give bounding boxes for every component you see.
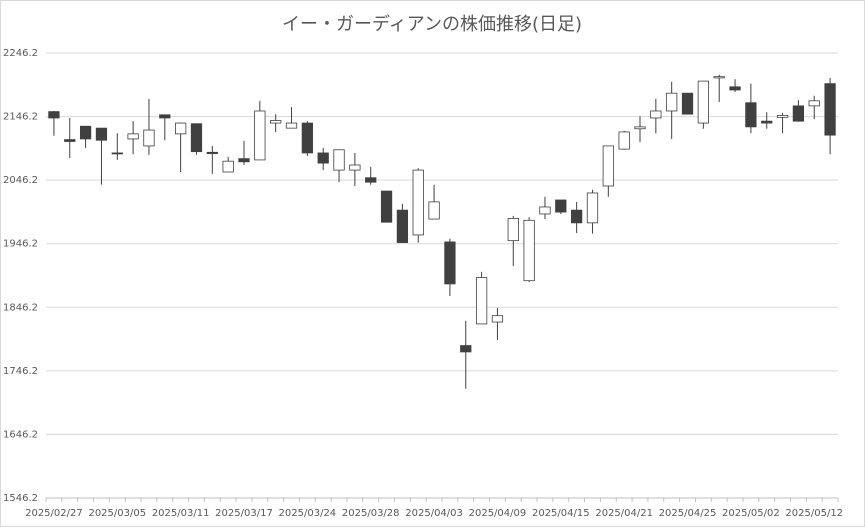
x-tick-label: 2025/04/03 xyxy=(405,508,463,519)
candle-body xyxy=(650,110,662,119)
x-tick-label: 2025/03/05 xyxy=(88,508,146,519)
candle-body xyxy=(365,177,377,183)
candle-body xyxy=(159,114,171,119)
candle-body xyxy=(729,86,741,91)
candle-body xyxy=(666,92,678,112)
candle-body xyxy=(745,102,757,128)
x-tick-label: 2025/04/09 xyxy=(469,508,527,519)
candle-body xyxy=(175,122,187,135)
candle-body xyxy=(776,115,789,118)
y-tick-label: 2146.2 xyxy=(3,112,38,123)
x-tick-label: 2025/03/11 xyxy=(152,508,210,519)
candle-body xyxy=(380,190,393,223)
candle-body xyxy=(111,152,123,155)
y-tick-label: 1646.2 xyxy=(3,429,38,440)
candle-body xyxy=(64,139,76,142)
candle-body xyxy=(412,169,424,236)
candle-body xyxy=(602,145,614,187)
candle-body xyxy=(555,199,567,213)
x-tick-label: 2025/03/17 xyxy=(215,508,273,519)
candle-body xyxy=(539,206,551,215)
x-tick-label: 2025/05/12 xyxy=(785,508,843,519)
candle-body xyxy=(507,218,519,242)
candle-body xyxy=(396,209,409,243)
candle-body xyxy=(254,110,266,161)
candle-body xyxy=(444,241,456,285)
candle-body xyxy=(270,120,282,124)
candle-body xyxy=(586,192,599,224)
candle-body xyxy=(761,120,773,124)
candle-body xyxy=(333,149,345,171)
candle-body xyxy=(523,219,535,282)
candle-body xyxy=(713,76,725,79)
x-tick-label: 2025/04/15 xyxy=(532,508,590,519)
y-tick-label: 1946.2 xyxy=(3,239,38,250)
candle-body xyxy=(428,201,440,220)
candle-body xyxy=(349,164,361,171)
candle-body xyxy=(824,83,836,136)
x-tick-label: 2025/04/21 xyxy=(595,508,653,519)
candle-body xyxy=(190,123,203,153)
candle-body xyxy=(206,151,218,154)
x-tick-label: 2025/05/02 xyxy=(722,508,780,519)
candle-body xyxy=(681,92,694,115)
candle-body xyxy=(792,105,805,122)
candle-body xyxy=(301,122,313,154)
candle-body xyxy=(143,129,155,147)
candle-body xyxy=(634,126,646,130)
x-tick-label: 2025/02/27 xyxy=(25,508,83,519)
candle-body xyxy=(222,160,234,173)
candle-body xyxy=(317,152,329,164)
candle-body xyxy=(697,80,709,124)
candle-body xyxy=(285,122,298,129)
x-tick-label: 2025/03/24 xyxy=(279,508,337,519)
chart-title: イー・ガーディアンの株価推移(日足) xyxy=(282,14,582,35)
candle-body xyxy=(618,131,630,150)
y-tick-label: 1846.2 xyxy=(3,302,38,313)
x-tick-label: 2025/04/25 xyxy=(659,508,717,519)
candle-body xyxy=(475,277,488,325)
y-tick-label: 1546.2 xyxy=(3,493,38,504)
y-tick-label: 2046.2 xyxy=(3,175,38,186)
candle-body xyxy=(79,125,92,140)
y-tick-label: 1746.2 xyxy=(3,366,38,377)
candle-body xyxy=(491,315,504,323)
candle-body xyxy=(571,209,583,224)
x-tick-label: 2025/03/28 xyxy=(342,508,400,519)
candle-body xyxy=(48,111,60,119)
candle-body xyxy=(95,127,108,141)
candle-body xyxy=(460,345,472,353)
candle-body xyxy=(808,100,820,107)
y-tick-label: 2246.2 xyxy=(3,48,38,59)
candle-body xyxy=(238,158,250,163)
candle-body xyxy=(127,133,139,140)
